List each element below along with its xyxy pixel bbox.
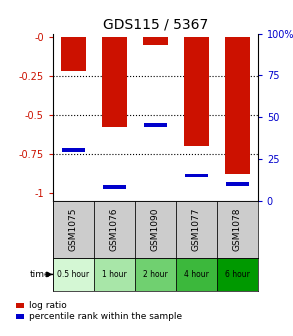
Text: GSM1077: GSM1077: [192, 207, 201, 251]
Text: GSM1078: GSM1078: [233, 207, 242, 251]
Bar: [217, 201, 258, 258]
Bar: [143, 37, 168, 44]
Bar: [135, 201, 176, 258]
Bar: [176, 258, 217, 291]
Bar: [102, 37, 127, 127]
Bar: [94, 201, 135, 258]
Bar: [176, 201, 217, 258]
Bar: [53, 258, 94, 291]
Bar: [62, 149, 85, 153]
Text: GSM1076: GSM1076: [110, 207, 119, 251]
Text: 0.5 hour: 0.5 hour: [57, 270, 89, 279]
Bar: [185, 173, 208, 177]
Text: 1 hour: 1 hour: [102, 270, 127, 279]
Bar: [184, 37, 209, 146]
Text: time: time: [30, 270, 51, 279]
Bar: [135, 258, 176, 291]
Bar: [217, 258, 258, 291]
Bar: [94, 258, 135, 291]
Bar: [61, 37, 86, 71]
Bar: [103, 185, 126, 189]
Text: log ratio: log ratio: [29, 301, 67, 310]
Bar: [225, 37, 250, 174]
Text: 4 hour: 4 hour: [184, 270, 209, 279]
Text: GSM1075: GSM1075: [69, 207, 78, 251]
Title: GDS115 / 5367: GDS115 / 5367: [103, 17, 208, 31]
Bar: [144, 123, 167, 127]
Text: GSM1090: GSM1090: [151, 207, 160, 251]
Text: 6 hour: 6 hour: [225, 270, 250, 279]
Bar: [226, 182, 249, 186]
Text: percentile rank within the sample: percentile rank within the sample: [29, 312, 183, 321]
Bar: [53, 201, 94, 258]
Text: 2 hour: 2 hour: [143, 270, 168, 279]
